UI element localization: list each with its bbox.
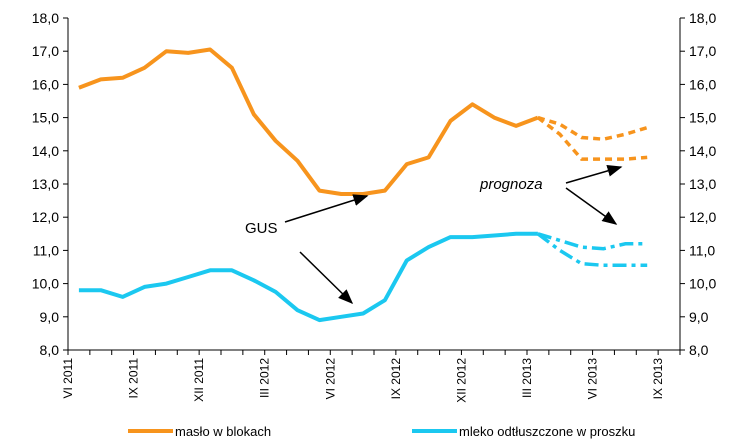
tick-labels: 8,0 8,0 9,0 9,0 10,0 10,0 11,0 11,0 12,0 12,0 13,0… xyxy=(32,10,717,403)
y-tick-label-left: 12,0 xyxy=(32,209,59,225)
y-tick-label-right: 16,0 xyxy=(689,76,716,92)
y-tick-label-left: 17,0 xyxy=(32,43,59,59)
y-tick-label-left: 15,0 xyxy=(32,110,59,126)
y-tick-label-right: 11,0 xyxy=(689,242,715,258)
y-tick-label-left: 18,0 xyxy=(32,10,59,26)
y-tick-label-left: 14,0 xyxy=(32,143,59,159)
annotation-arrow xyxy=(299,251,354,305)
y-tick-label-left: 13,0 xyxy=(32,176,59,192)
x-tick-label: VI 2013 xyxy=(586,358,600,400)
annotation-arrow xyxy=(565,187,618,225)
series-line-1 xyxy=(78,231,538,323)
y-tick-label-right: 14,0 xyxy=(689,143,716,159)
y-tick-label-left: 16,0 xyxy=(32,76,59,92)
x-tick-label: III 2013 xyxy=(520,358,534,398)
x-tick-label: XII 2012 xyxy=(454,358,468,403)
series-line-0 xyxy=(78,47,539,196)
forecast-line-1-forecast_upper xyxy=(537,232,648,251)
legend-label-0: masło w blokach xyxy=(175,424,271,439)
y-tick-label-left: 10,0 xyxy=(32,276,59,292)
x-tick-label: XII 2011 xyxy=(192,358,206,402)
y-tick-label-right: 18,0 xyxy=(689,10,716,26)
y-tick-label-right: 12,0 xyxy=(689,209,716,225)
y-tick-label-right: 10,0 xyxy=(689,276,716,292)
y-tick-label-right: 13,0 xyxy=(689,176,716,192)
series-layer xyxy=(78,47,648,323)
x-tick-label: IX 2013 xyxy=(651,358,665,400)
x-tick-label: IX 2011 xyxy=(127,358,141,399)
x-tick-label: IX 2012 xyxy=(389,358,403,400)
y-tick-label-right: 17,0 xyxy=(689,43,716,59)
annotations: GUS prognoza xyxy=(245,165,623,305)
x-tick-label: III 2012 xyxy=(258,358,272,398)
legend: masło w blokach mleko odtłuszczone w pros… xyxy=(128,424,635,439)
y-tick-label-right: 9,0 xyxy=(689,309,709,325)
axes xyxy=(63,17,685,355)
forecast-line-0-forecast_upper xyxy=(537,115,648,141)
annotation-prognoza: prognoza xyxy=(479,176,543,193)
forecast-line-1-forecast_lower xyxy=(536,232,648,268)
y-tick-label-right: 8,0 xyxy=(689,342,709,358)
annotation-arrow xyxy=(284,194,369,223)
legend-label-1: mleko odtłuszczone w proszku xyxy=(459,424,635,439)
annotation-gus: GUS xyxy=(245,220,278,237)
annotation-arrow xyxy=(565,165,623,184)
y-tick-label-right: 15,0 xyxy=(689,110,716,126)
x-tick-label: VI 2012 xyxy=(323,358,337,400)
forecast-line-0-forecast_lower xyxy=(536,116,648,161)
y-tick-label-left: 8,0 xyxy=(40,342,60,358)
x-tick-label: VI 2011 xyxy=(61,358,75,399)
y-tick-label-left: 9,0 xyxy=(40,309,60,325)
y-tick-label-left: 11,0 xyxy=(33,242,59,258)
